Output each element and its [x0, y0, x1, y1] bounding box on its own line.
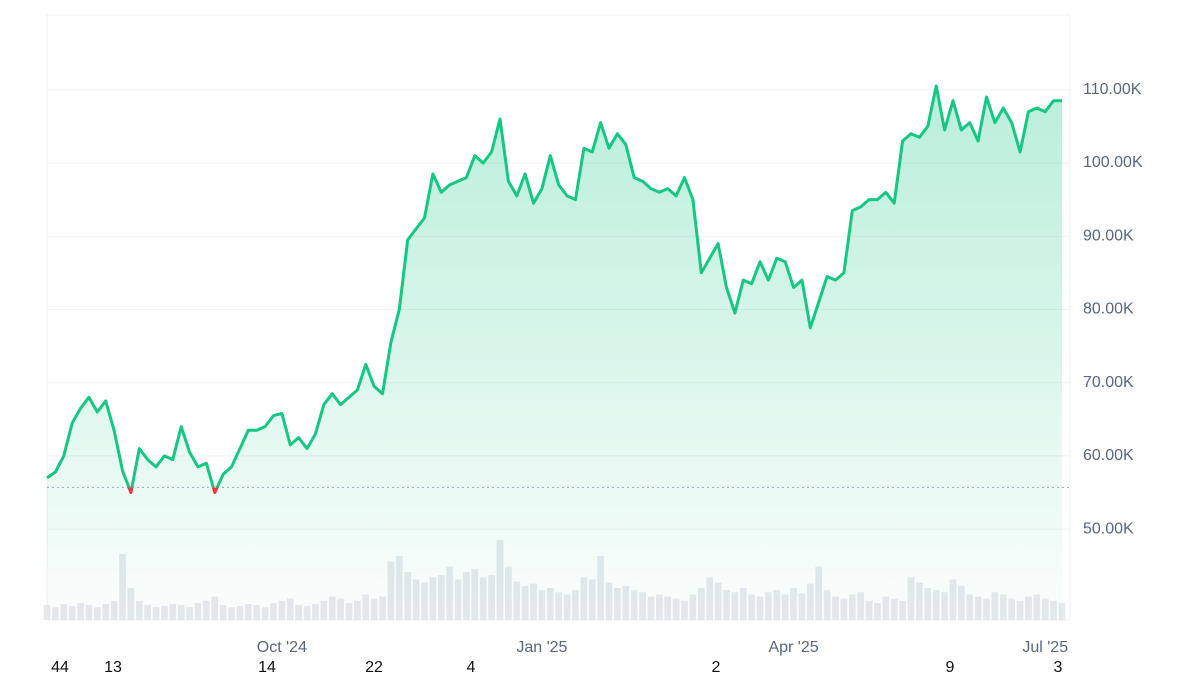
y-tick-label: 50.00K: [1083, 520, 1134, 537]
footer-label: 13: [104, 659, 122, 674]
y-tick-label: 70.00K: [1083, 374, 1134, 391]
footer-label: 9: [946, 659, 955, 674]
footer-label: 3: [1054, 659, 1063, 674]
y-tick-label: 90.00K: [1083, 227, 1134, 244]
x-tick-label: Jul '25: [1022, 639, 1068, 656]
price-line-below: [127, 487, 219, 495]
x-tick-label: Oct '24: [257, 639, 307, 656]
area-fill: [47, 86, 1062, 620]
footer-label: 4: [467, 659, 476, 674]
x-tick-label: Apr '25: [768, 639, 818, 656]
y-tick-label: 60.00K: [1083, 447, 1134, 464]
y-tick-label: 110.00K: [1083, 81, 1142, 98]
footer-label: 2: [712, 659, 721, 674]
footer-label: 14: [258, 659, 276, 674]
y-tick-label: 100.00K: [1083, 154, 1143, 171]
x-tick-label: Jan '25: [516, 639, 567, 656]
price-line: [46, 84, 1062, 488]
footer-label: 44: [51, 659, 69, 674]
y-tick-label: 80.00K: [1083, 301, 1134, 318]
footer-label: 22: [365, 659, 383, 674]
